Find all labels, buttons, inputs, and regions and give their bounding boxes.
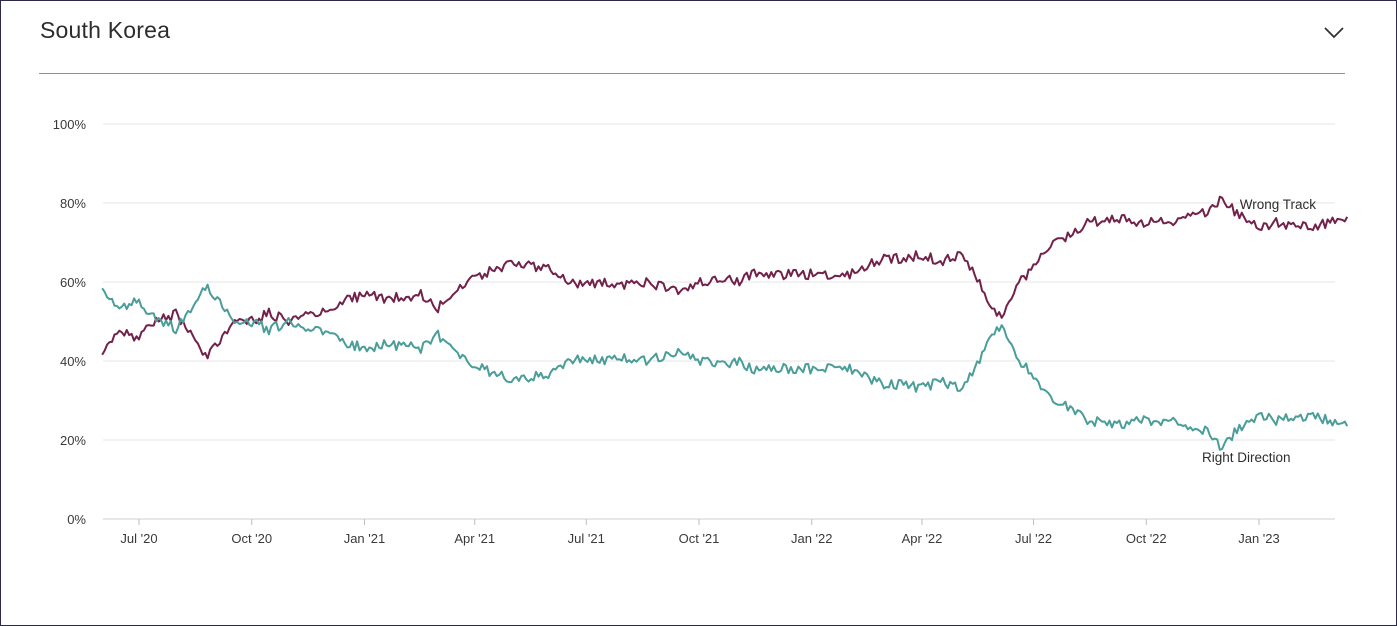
series-label: Right Direction — [1202, 450, 1291, 465]
x-tick-label: Jul '22 — [1015, 531, 1052, 546]
x-tick-label: Apr '22 — [902, 531, 943, 546]
card-header: South Korea — [39, 17, 1345, 74]
x-tick-label: Jan '22 — [791, 531, 833, 546]
y-tick-label: 0% — [67, 512, 86, 527]
series-line — [101, 195, 1349, 360]
x-tick-label: Jan '21 — [344, 531, 386, 546]
chevron-down-icon[interactable] — [1323, 21, 1345, 43]
series-label: Wrong Track — [1240, 197, 1317, 212]
y-tick-label: 60% — [60, 275, 86, 290]
y-tick-label: 20% — [60, 433, 86, 448]
x-tick-label: Oct '20 — [231, 531, 272, 546]
y-tick-label: 100% — [53, 117, 87, 132]
x-tick-label: Jul '20 — [120, 531, 157, 546]
x-tick-label: Apr '21 — [454, 531, 495, 546]
y-tick-label: 80% — [60, 196, 86, 211]
x-tick-label: Oct '22 — [1126, 531, 1167, 546]
x-tick-label: Jan '23 — [1238, 531, 1280, 546]
series-line — [101, 283, 1349, 451]
y-tick-label: 40% — [60, 354, 86, 369]
x-tick-label: Jul '21 — [568, 531, 605, 546]
page-title: South Korea — [40, 17, 171, 43]
x-tick-label: Oct '21 — [679, 531, 720, 546]
